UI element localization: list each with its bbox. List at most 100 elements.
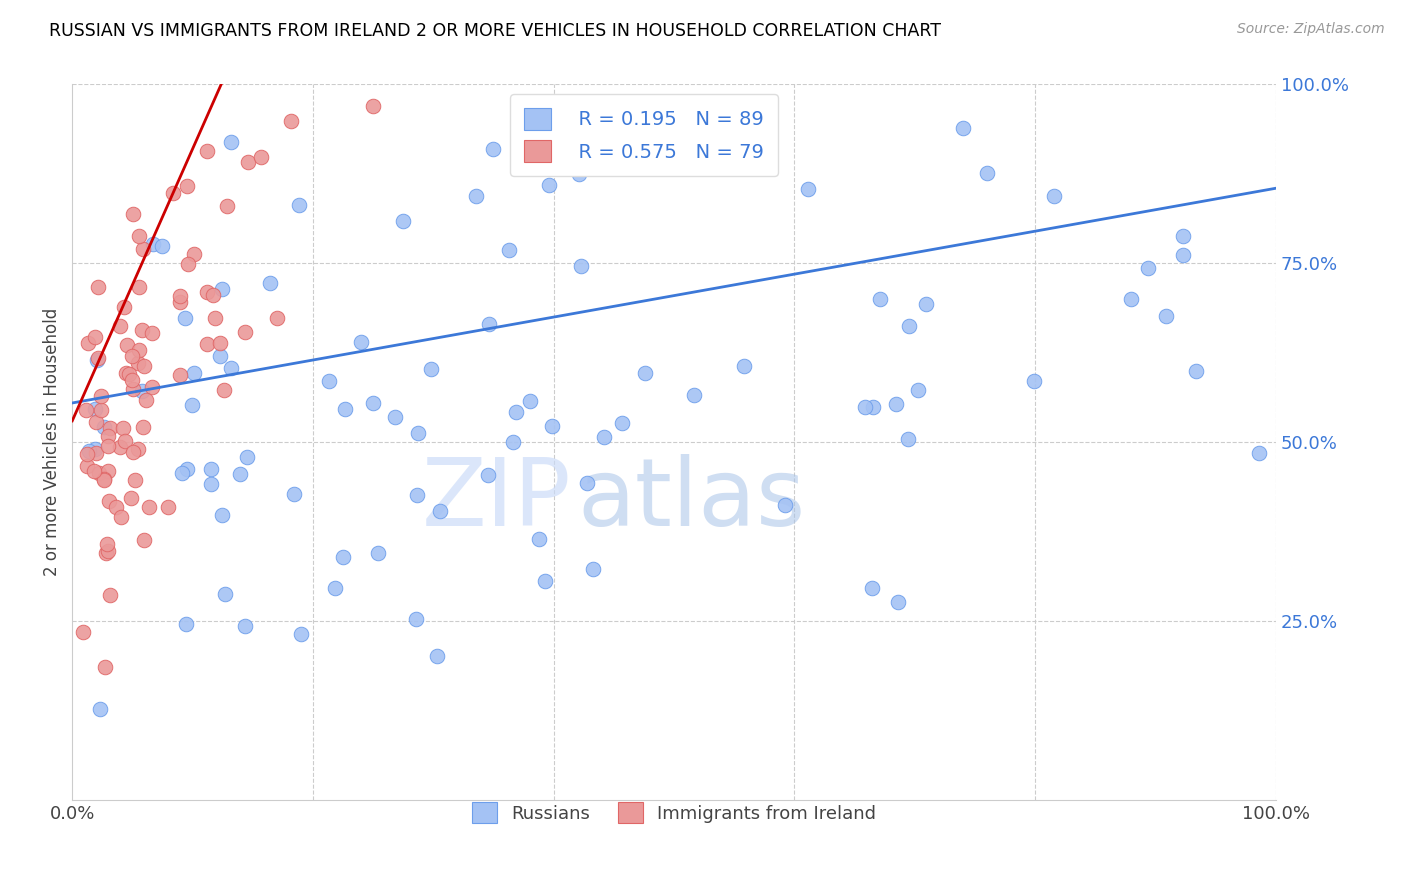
Point — [169, 294, 191, 309]
Point — [173, 310, 195, 325]
Point — [200, 476, 222, 491]
Point — [110, 319, 132, 334]
Point — [405, 612, 427, 626]
Point — [862, 401, 884, 415]
Point — [1184, 364, 1206, 378]
Point — [96, 536, 118, 550]
Point — [176, 178, 198, 193]
Point — [97, 439, 120, 453]
Point — [405, 488, 427, 502]
Point — [634, 366, 657, 380]
Point — [860, 581, 883, 595]
Legend: Russians, Immigrants from Ireland: Russians, Immigrants from Ireland — [461, 791, 887, 834]
Point — [83, 465, 105, 479]
Point — [361, 396, 384, 410]
Point — [195, 145, 218, 159]
Point — [498, 243, 520, 257]
Point — [150, 239, 173, 253]
Point — [112, 300, 135, 314]
Point — [519, 393, 541, 408]
Point — [384, 409, 406, 424]
Point — [195, 337, 218, 351]
Point — [1173, 228, 1195, 243]
Point — [100, 421, 122, 435]
Point — [105, 500, 128, 515]
Point — [367, 546, 389, 560]
Point — [131, 323, 153, 337]
Point — [429, 504, 451, 518]
Point — [115, 367, 138, 381]
Point — [350, 335, 373, 350]
Point — [482, 142, 505, 156]
Point — [169, 289, 191, 303]
Point — [465, 189, 488, 203]
Point — [887, 594, 910, 608]
Point — [287, 198, 309, 212]
Point — [898, 318, 921, 333]
Point — [87, 467, 110, 481]
Point — [76, 458, 98, 473]
Text: Source: ZipAtlas.com: Source: ZipAtlas.com — [1237, 22, 1385, 37]
Point — [128, 343, 150, 357]
Point — [110, 510, 132, 524]
Point — [76, 446, 98, 460]
Point — [84, 415, 107, 429]
Point — [502, 434, 524, 449]
Point — [93, 473, 115, 487]
Point — [94, 546, 117, 560]
Point — [118, 367, 141, 381]
Point — [283, 487, 305, 501]
Point — [233, 619, 256, 633]
Point — [89, 702, 111, 716]
Point — [576, 476, 599, 491]
Point — [477, 468, 499, 483]
Point — [183, 246, 205, 260]
Point — [93, 420, 115, 434]
Point — [211, 282, 233, 296]
Point — [84, 442, 107, 456]
Y-axis label: 2 or more Vehicles in Household: 2 or more Vehicles in Household — [44, 309, 60, 576]
Point — [121, 444, 143, 458]
Point — [141, 326, 163, 340]
Point — [72, 625, 94, 640]
Point — [1173, 248, 1195, 262]
Point — [952, 120, 974, 135]
Point — [83, 330, 105, 344]
Point — [77, 335, 100, 350]
Point — [142, 237, 165, 252]
Point — [172, 466, 194, 480]
Point — [682, 388, 704, 402]
Point — [406, 426, 429, 441]
Point — [90, 403, 112, 417]
Point — [200, 462, 222, 476]
Point — [122, 382, 145, 396]
Point — [335, 401, 357, 416]
Point — [610, 416, 633, 430]
Point — [131, 384, 153, 398]
Point — [593, 429, 616, 443]
Point — [169, 368, 191, 383]
Point — [853, 400, 876, 414]
Point — [361, 98, 384, 112]
Text: atlas: atlas — [578, 454, 806, 546]
Point — [83, 402, 105, 417]
Point — [527, 533, 550, 547]
Point — [233, 325, 256, 339]
Point — [141, 380, 163, 394]
Point — [235, 450, 257, 464]
Point — [733, 359, 755, 374]
Point — [976, 166, 998, 180]
Point — [121, 349, 143, 363]
Point — [132, 419, 155, 434]
Point — [1043, 189, 1066, 203]
Point — [93, 660, 115, 674]
Point — [915, 296, 938, 310]
Point — [250, 150, 273, 164]
Point — [90, 389, 112, 403]
Point — [134, 359, 156, 373]
Point — [797, 182, 820, 196]
Point — [318, 374, 340, 388]
Point — [259, 276, 281, 290]
Point — [131, 243, 153, 257]
Text: RUSSIAN VS IMMIGRANTS FROM IRELAND 2 OR MORE VEHICLES IN HOUSEHOLD CORRELATION C: RUSSIAN VS IMMIGRANTS FROM IRELAND 2 OR … — [49, 22, 941, 40]
